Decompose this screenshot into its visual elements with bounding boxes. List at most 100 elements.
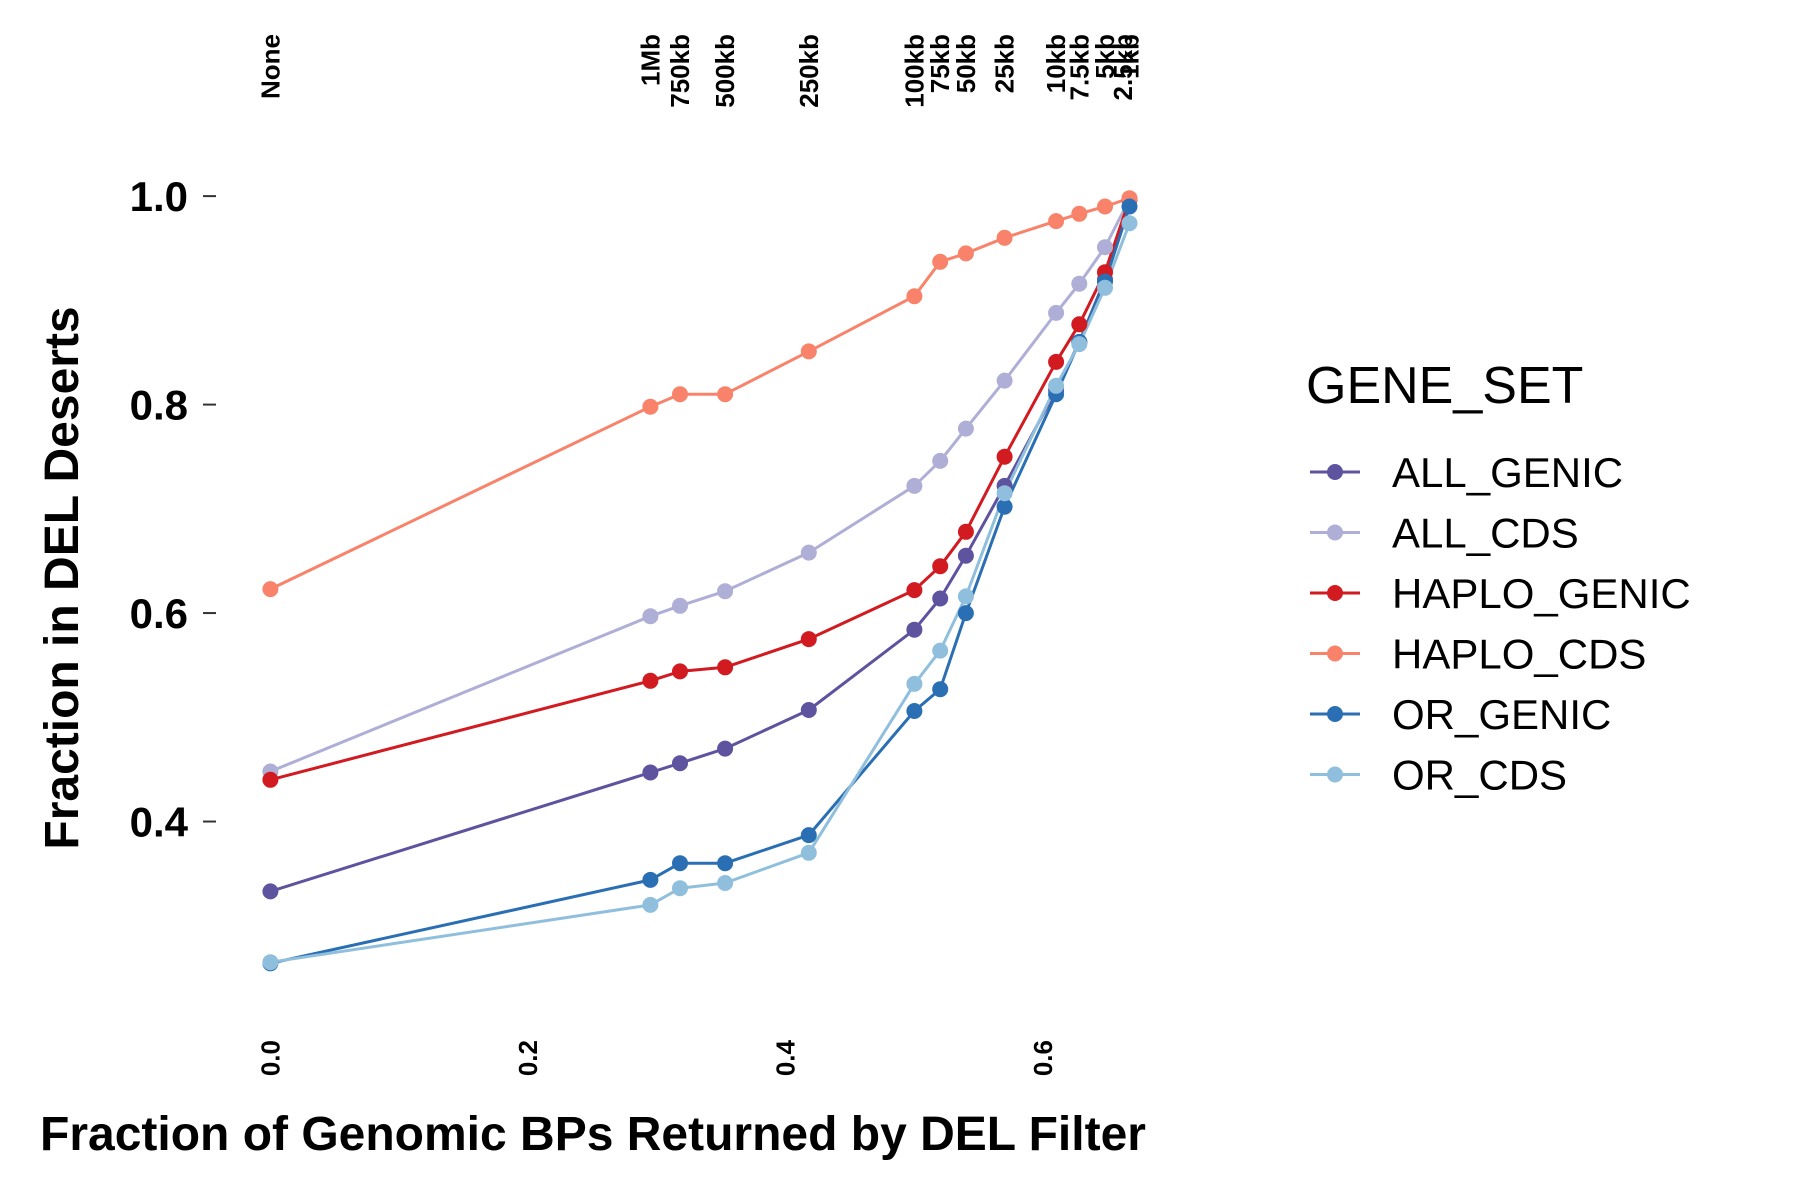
series-line-all-genic [269, 198, 1131, 893]
data-point-all-genic [642, 764, 659, 781]
data-point-all-cds [996, 372, 1013, 389]
data-point-or-cds [1121, 215, 1138, 232]
y-axis-title: Fraction in DEL Deserts [36, 306, 89, 849]
data-point-haplo-cds [717, 386, 734, 403]
top-tick-label: 250kb [794, 34, 824, 108]
top-tick-label: 7.5kb [1064, 34, 1094, 101]
legend-swatch-point [1327, 706, 1343, 722]
data-point-haplo-genic [906, 582, 923, 599]
legend-swatch-point [1327, 766, 1343, 783]
x-tick-label: 0.0 [255, 1040, 285, 1076]
data-point-or-genic [932, 681, 949, 698]
data-point-or-cds [957, 588, 974, 605]
top-tick-label: 25kb [990, 34, 1020, 93]
data-point-or-cds [717, 875, 734, 891]
top-tick-label: 100kb [899, 34, 929, 108]
data-point-haplo-cds [800, 343, 817, 360]
legend-item: OR_GENIC [1310, 691, 1611, 738]
data-point-haplo-cds [996, 229, 1013, 246]
data-point-or-genic [906, 703, 923, 719]
data-point-haplo-cds [932, 253, 949, 270]
data-point-haplo-cds [642, 398, 659, 415]
top-tick-label: 5kb [1090, 34, 1120, 79]
data-point-or-cds [672, 880, 688, 897]
data-point-or-cds [262, 954, 279, 971]
top-tick-label: 2.5kb [1108, 34, 1138, 101]
data-point-haplo-cds [262, 581, 279, 598]
legend-item: HAPLO_CDS [1310, 631, 1646, 678]
data-point-haplo-genic [1071, 316, 1088, 333]
data-point-or-genic [1121, 198, 1138, 215]
data-point-haplo-genic [800, 631, 817, 648]
data-point-all-cds [642, 608, 659, 625]
data-point-or-cds [642, 896, 659, 913]
legend-item: HAPLO_GENIC [1310, 570, 1691, 617]
data-point-all-genic [957, 547, 974, 564]
data-point-haplo-cds [1097, 198, 1113, 215]
data-point-or-cds [996, 485, 1013, 502]
data-point-all-cds [717, 583, 734, 600]
data-point-haplo-genic [717, 659, 734, 676]
legend-label: HAPLO_CDS [1392, 631, 1646, 678]
data-point-haplo-genic [932, 558, 949, 575]
x-tick-label: 0.4 [771, 1039, 801, 1076]
data-point-or-cds [1048, 377, 1065, 394]
data-point-haplo-cds [957, 245, 974, 262]
data-point-or-genic [957, 605, 974, 622]
data-point-all-cds [672, 597, 688, 614]
data-point-or-genic [800, 827, 817, 844]
legend-label: OR_CDS [1392, 752, 1567, 799]
x-axis-title: Fraction of Genomic BPs Returned by DEL … [40, 1108, 1146, 1161]
top-tick-label: 50kb [951, 34, 981, 93]
data-point-haplo-cds [906, 288, 923, 305]
data-point-haplo-cds [672, 386, 688, 403]
top-tick-label: 500kb [710, 34, 740, 108]
legend-swatch-point [1327, 585, 1343, 601]
legend-title: GENE_SET [1306, 357, 1583, 415]
top-tick-label: 10kb [1041, 34, 1071, 93]
data-point-or-cds [906, 675, 923, 692]
data-point-all-cds [906, 477, 923, 494]
data-point-or-genic [996, 498, 1013, 515]
y-tick-label: 0.4 [130, 799, 189, 846]
data-point-all-cds [1097, 239, 1113, 256]
data-point-haplo-genic [262, 771, 279, 788]
data-point-all-genic [932, 590, 949, 607]
data-point-or-cds [800, 844, 817, 861]
legend-label: ALL_CDS [1392, 510, 1579, 557]
plot-points [262, 190, 1138, 972]
legend-label: HAPLO_GENIC [1392, 570, 1691, 617]
data-point-haplo-cds [1071, 205, 1088, 222]
data-point-all-cds [800, 544, 817, 561]
y-tick-label: 1.0 [130, 173, 188, 220]
data-point-haplo-genic [957, 523, 974, 540]
data-point-or-genic [717, 855, 734, 872]
data-point-all-genic [906, 621, 923, 638]
data-point-all-genic [672, 755, 688, 772]
x-tick-label: 0.6 [1028, 1040, 1058, 1076]
legend-item: OR_CDS [1310, 752, 1567, 799]
data-point-haplo-cds [1048, 213, 1065, 230]
series-line-haplo-cds [269, 196, 1130, 591]
y-tick-label: 0.6 [130, 590, 188, 637]
legend-swatch-point [1327, 524, 1343, 541]
legend-item: ALL_GENIC [1310, 449, 1623, 496]
y-tick-label: 0.8 [130, 382, 188, 429]
data-point-or-cds [932, 642, 949, 659]
data-point-all-cds [1071, 275, 1088, 292]
data-point-or-genic [642, 871, 659, 888]
data-point-haplo-genic [996, 448, 1013, 465]
top-tick-label: 750kb [665, 34, 695, 108]
data-point-or-cds [1071, 336, 1088, 353]
data-point-all-genic [717, 740, 734, 757]
top-tick-label: 1kb [1115, 34, 1145, 79]
data-point-or-cds [1097, 279, 1113, 296]
legend-item: ALL_CDS [1310, 510, 1579, 557]
data-point-haplo-genic [672, 663, 688, 680]
legend-swatch-point [1327, 464, 1343, 480]
data-point-all-cds [932, 452, 949, 469]
data-point-all-cds [1048, 304, 1065, 321]
x-axis: 0.0 0.2 0.4 0.6 [255, 1039, 1058, 1076]
